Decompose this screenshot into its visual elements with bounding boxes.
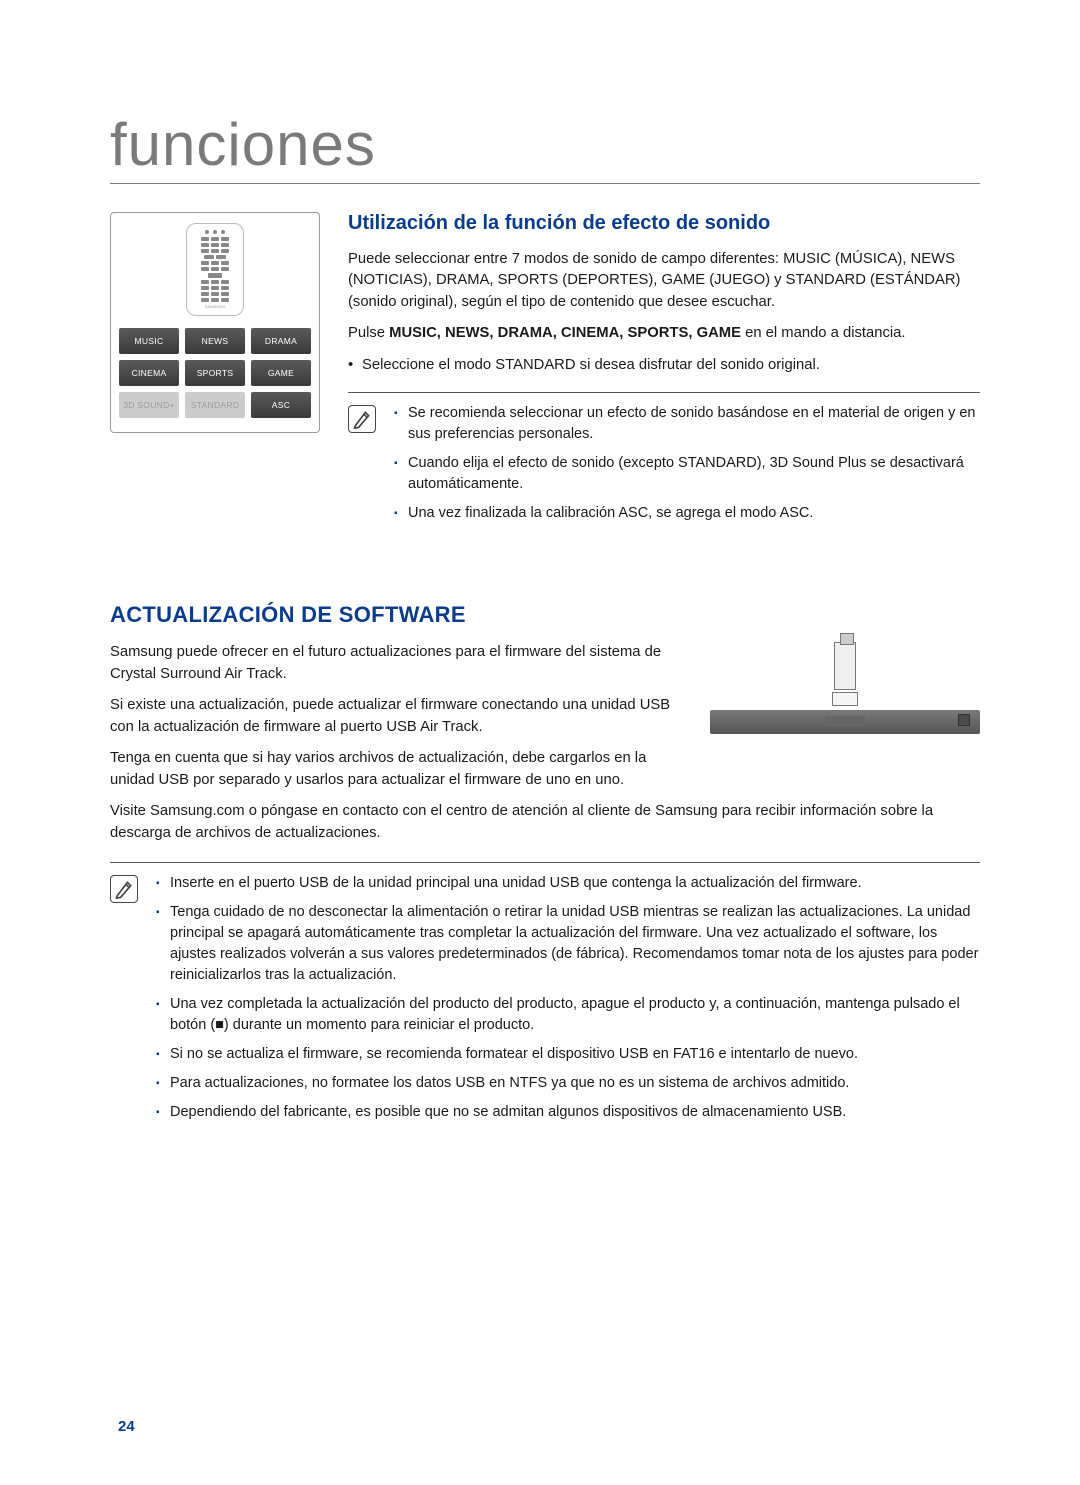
mode-cinema: CINEMA: [119, 360, 179, 386]
divider: [110, 862, 980, 863]
list-item: Para actualizaciones, no formatee los da…: [156, 1073, 980, 1094]
list-item: Una vez completada la actualización del …: [156, 994, 980, 1036]
list-item: Se recomienda seleccionar un efecto de s…: [394, 403, 980, 445]
software-p3: Tenga en cuenta que si hay varios archiv…: [110, 748, 680, 791]
sound-notes: Se recomienda seleccionar un efecto de s…: [348, 403, 980, 532]
divider: [348, 392, 980, 393]
software-notes-list: Inserte en el puerto USB de la unidad pr…: [156, 873, 980, 1131]
remote-illustration: SAMSUNG MUSIC NEWS DRAMA CINEMA SPORTS G…: [110, 212, 320, 433]
page-title: funciones: [110, 110, 980, 184]
sound-effect-p2: Pulse MUSIC, NEWS, DRAMA, CINEMA, SPORTS…: [348, 323, 980, 344]
mode-standard: STANDARD: [185, 392, 245, 418]
list-item: Tenga cuidado de no desconectar la alime…: [156, 902, 980, 986]
remote-brand: SAMSUNG: [191, 304, 239, 309]
soundbar-icon: [710, 710, 980, 734]
sound-effect-content: Utilización de la función de efecto de s…: [348, 212, 980, 532]
list-item: Una vez finalizada la calibración ASC, s…: [394, 503, 980, 524]
list-item: Inserte en el puerto USB de la unidad pr…: [156, 873, 980, 894]
mode-asc: ASC: [251, 392, 311, 418]
remote-column: SAMSUNG MUSIC NEWS DRAMA CINEMA SPORTS G…: [110, 212, 320, 532]
software-update-section: ACTUALIZACIÓN DE SOFTWARE Samsung puede …: [110, 602, 980, 1131]
sound-effect-p1: Puede seleccionar entre 7 modos de sonid…: [348, 249, 980, 313]
usb-stick-icon: [834, 642, 856, 690]
list-item: Dependiendo del fabricante, es posible q…: [156, 1102, 980, 1123]
mode-sports: SPORTS: [185, 360, 245, 386]
sound-effect-heading: Utilización de la función de efecto de s…: [348, 212, 980, 235]
mode-news: NEWS: [185, 328, 245, 354]
remote-body: SAMSUNG: [186, 223, 244, 316]
sound-notes-list: Se recomienda seleccionar un efecto de s…: [394, 403, 980, 532]
list-item: Si no se actualiza el firmware, se recom…: [156, 1044, 980, 1065]
note-icon: [348, 405, 376, 433]
sound-effect-section: SAMSUNG MUSIC NEWS DRAMA CINEMA SPORTS G…: [110, 212, 980, 532]
mode-music: MUSIC: [119, 328, 179, 354]
software-p1: Samsung puede ofrecer en el futuro actua…: [110, 642, 680, 685]
soundbar-illustration: [710, 642, 980, 734]
mode-drama: DRAMA: [251, 328, 311, 354]
list-item: Cuando elija el efecto de sonido (except…: [394, 453, 980, 495]
mode-3dsound: 3D SOUND+: [119, 392, 179, 418]
software-heading: ACTUALIZACIÓN DE SOFTWARE: [110, 602, 980, 628]
sound-effect-bullet: Seleccione el modo STANDARD si desea dis…: [348, 355, 980, 376]
software-notes: Inserte en el puerto USB de la unidad pr…: [110, 873, 980, 1131]
usb-port-icon: [832, 692, 858, 706]
note-icon: [110, 875, 138, 903]
page-number: 24: [118, 1418, 135, 1435]
mode-buttons-grid: MUSIC NEWS DRAMA CINEMA SPORTS GAME 3D S…: [119, 328, 311, 418]
mode-game: GAME: [251, 360, 311, 386]
software-p2: Si existe una actualización, puede actua…: [110, 695, 680, 738]
software-p4: Visite Samsung.com o póngase en contacto…: [110, 801, 980, 844]
software-notes-wrap: Inserte en el puerto USB de la unidad pr…: [110, 862, 980, 1131]
